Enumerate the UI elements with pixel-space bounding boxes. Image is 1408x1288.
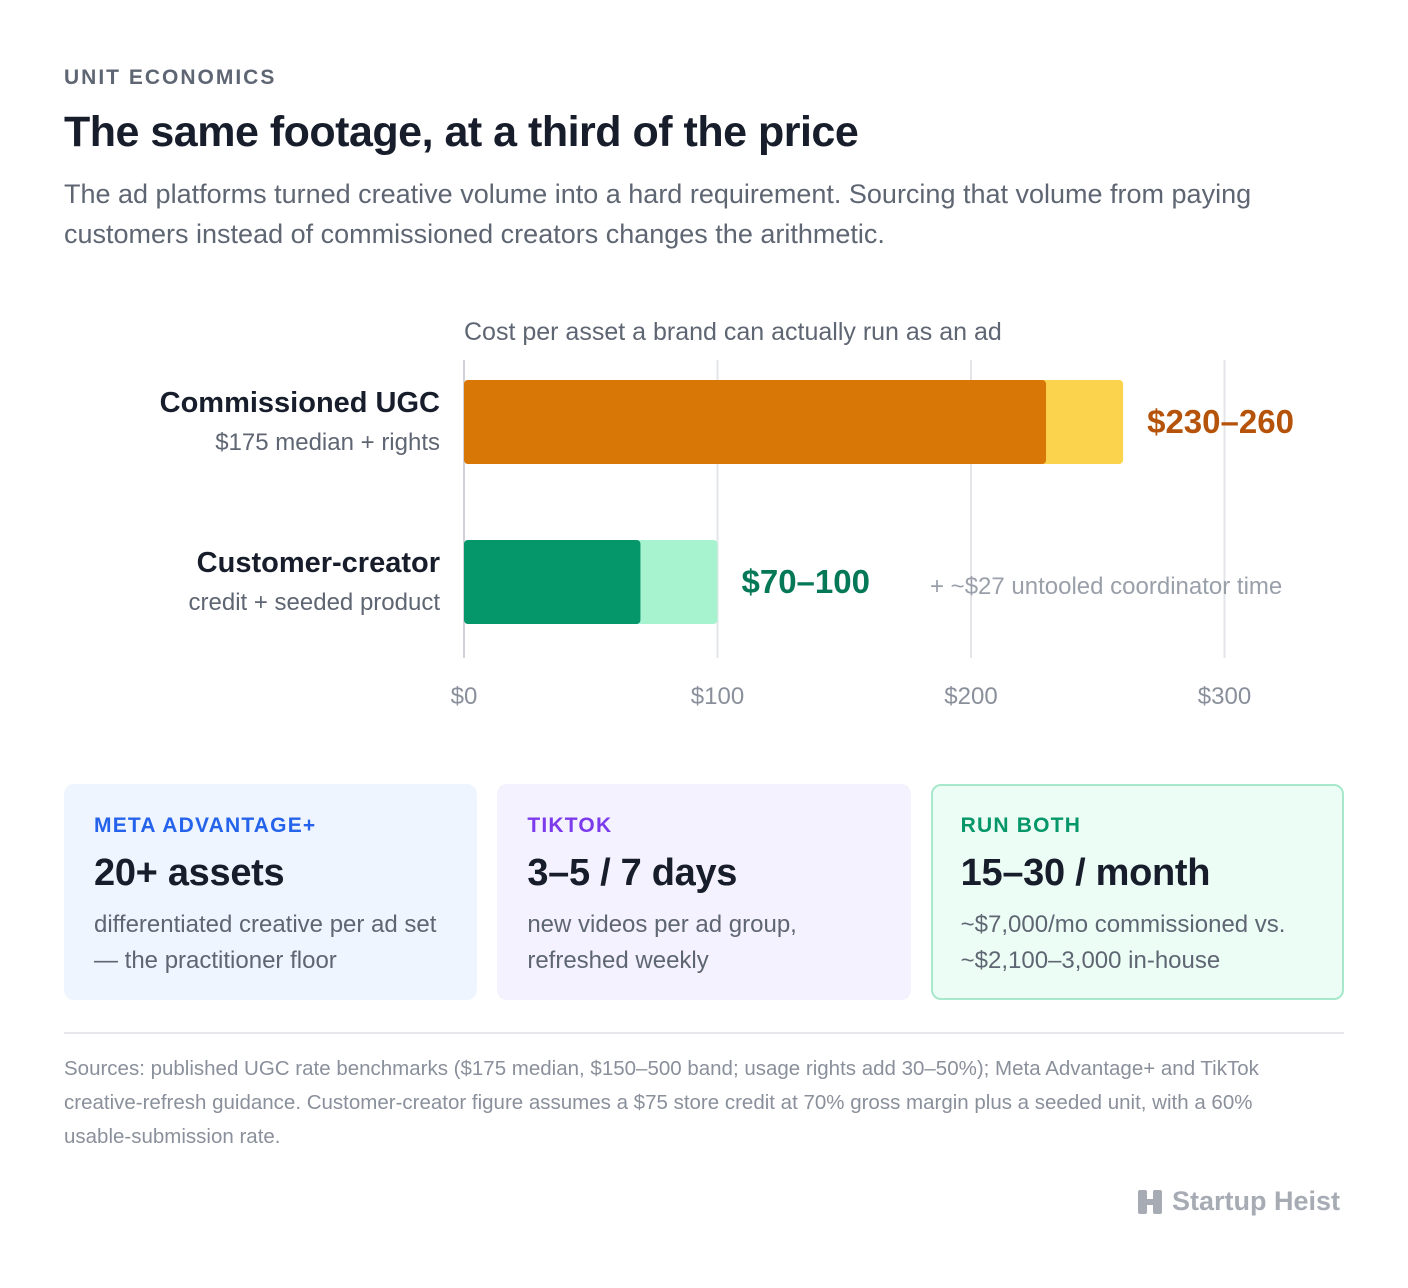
section-eyebrow: UNIT ECONOMICS [64, 66, 277, 89]
card-tiktok: TIKTOK 3–5 / 7 days new videos per ad gr… [497, 784, 911, 1000]
tick-label: $100 [691, 683, 744, 710]
cost-per-asset-chart: Cost per asset a brand can actually run … [160, 318, 1294, 710]
tick-label: $300 [1198, 683, 1251, 710]
card-value: 20+ assets [94, 852, 285, 894]
bar-base [464, 540, 641, 624]
card-value: 15–30 / month [960, 852, 1211, 894]
category-sublabel: credit + seeded product [189, 589, 441, 616]
card-eyebrow: RUN BOTH [960, 814, 1082, 837]
category-sublabel: $175 median + rights [215, 429, 440, 456]
bar-base [464, 380, 1047, 464]
tick-label: $200 [944, 683, 997, 710]
category-label: Commissioned UGC [160, 387, 440, 419]
category-label: Customer-creator [197, 547, 440, 579]
card-meta: META ADVANTAGE+ 20+ assets differentiate… [64, 784, 478, 1000]
card-run-both: RUN BOTH 15–30 / month ~$7,000/mo commis… [930, 784, 1344, 1000]
value-label: $70–100 [742, 563, 870, 600]
card-description: new videos per ad group, refreshed weekl… [527, 911, 797, 974]
brand-name: Startup Heist [1171, 1186, 1340, 1216]
stat-cards: META ADVANTAGE+ 20+ assets differentiate… [64, 784, 1344, 1000]
card-description: differentiated creative per ad set — the… [94, 911, 437, 974]
chart-title: Cost per asset a brand can actually run … [464, 318, 1002, 346]
brand-logo: Startup Heist [1136, 1186, 1340, 1217]
value-label: $230–260 [1147, 403, 1294, 440]
annotation-note: + ~$27 untooled coordinator time [930, 573, 1282, 600]
footer-divider [64, 1032, 1344, 1034]
page-title: The same footage, at a third of the pric… [64, 108, 859, 156]
card-eyebrow: TIKTOK [527, 814, 613, 837]
card-eyebrow: META ADVANTAGE+ [94, 814, 317, 837]
card-value: 3–5 / 7 days [527, 852, 738, 894]
tick-label: $0 [451, 683, 478, 710]
page-subtitle: The ad platforms turned creative volume … [64, 179, 1252, 249]
startup-heist-logo-icon [1137, 1189, 1162, 1214]
card-description: ~$7,000/mo commissioned vs. ~$2,100–3,00… [960, 911, 1286, 974]
sources-note: Sources: published UGC rate benchmarks (… [64, 1057, 1259, 1148]
